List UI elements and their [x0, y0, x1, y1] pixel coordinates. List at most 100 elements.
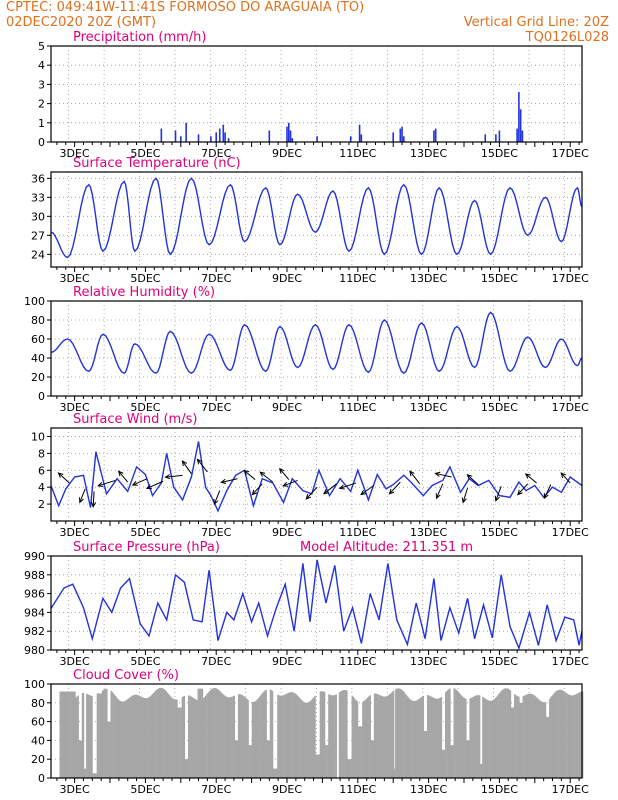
cloud-bar: [278, 695, 280, 778]
wind-arrow-head: [279, 467, 285, 474]
wind-frame: [50, 427, 583, 522]
wind-title: Surface Wind (m/s): [73, 412, 197, 427]
cloud-bar: [388, 694, 391, 778]
precip-panel: Precipitation (mm/h) 0 1 2 3 4 5 3DEC 5DEC 7DEC 9D…: [38, 30, 589, 160]
cloud-bar: [355, 700, 358, 778]
wind-arrow-shaft: [146, 480, 164, 489]
cloud-bar: [419, 698, 421, 778]
cloud-bar: [133, 694, 136, 778]
pressure-xtick-label: 13DEC: [410, 655, 447, 668]
cloud-bar: [175, 699, 177, 778]
cloud-bar: [169, 696, 172, 778]
cloud-xtick-label: 3DEC: [60, 783, 90, 796]
cloud-bar: [435, 698, 437, 778]
cloud-bar: [504, 688, 506, 778]
cloud-bar: [366, 698, 368, 778]
cloud-bar: [413, 701, 415, 778]
cloud-bar: [66, 691, 69, 778]
cloud-bar: [283, 694, 285, 778]
cloud-bar: [437, 698, 439, 778]
cloud-bar: [326, 745, 328, 778]
cloud-bar: [558, 689, 560, 778]
wind-arrow: [220, 478, 238, 484]
cloud-bar: [261, 693, 263, 778]
cloud-bar: [94, 773, 96, 778]
cloud-bar: [226, 696, 228, 778]
header-block: CPTEC: 049:41W-11:41S FORMOSO DO ARAGUAI…: [6, 0, 609, 45]
header-grid-note: Vertical Grid Line: 20Z: [464, 15, 609, 30]
wind-arrow-head: [259, 471, 266, 477]
cloud-bar: [96, 693, 99, 778]
precip-bar: [521, 130, 524, 142]
precip-bar: [392, 132, 395, 142]
cloud-bar: [573, 695, 575, 778]
precip-bar: [495, 134, 497, 142]
cloud-bar: [396, 688, 398, 778]
precip-bar: [210, 136, 212, 142]
cloud-bar: [253, 701, 256, 778]
pressure-xtick-label: 9DEC: [272, 655, 302, 668]
wind-arrow-head: [388, 488, 395, 495]
precip-bar: [218, 128, 221, 142]
cloud-bar: [397, 688, 399, 778]
wind-panel: Surface Wind (m/s) 2 4 6 8 10 3DEC 5DEC 7DEC 9DEC…: [31, 412, 589, 539]
temp-xtick-label: 7DEC: [201, 272, 231, 285]
pressure-series-line: [50, 559, 583, 651]
cloud-bar: [475, 695, 478, 778]
cloud-bar: [471, 697, 473, 778]
cloud-bar: [431, 696, 433, 778]
wind-arrow: [434, 471, 452, 478]
cloud-bar: [519, 702, 521, 778]
precip-bar: [174, 130, 177, 142]
wind-ytick-label: 4: [38, 481, 45, 494]
cloud-bar: [104, 689, 106, 778]
cloud-bar: [258, 697, 260, 778]
cloud-bar: [74, 691, 76, 778]
cloud-bar: [538, 699, 540, 778]
cloud-bar: [191, 696, 193, 778]
cloud-bar: [120, 701, 122, 778]
precip-xtick-label: 15DEC: [481, 147, 518, 160]
cloud-bar: [418, 698, 420, 778]
cloud-bar: [481, 763, 483, 778]
cloud-bar: [399, 688, 401, 778]
cloud-bar: [483, 697, 485, 778]
cloud-bar: [93, 773, 95, 778]
cloud-bar: [476, 695, 479, 778]
cloud-bar: [465, 698, 467, 778]
precip-xtick-label: 5DEC: [130, 147, 160, 160]
cloud-bar: [146, 697, 148, 778]
cloud-bar: [192, 697, 194, 778]
cloud-bar: [201, 688, 204, 778]
cloud-bar: [368, 696, 370, 778]
cloud-bar: [70, 691, 72, 778]
cloud-bar: [525, 694, 528, 778]
pressure-xtick-label: 15DEC: [481, 655, 518, 668]
cloud-bar: [572, 695, 574, 778]
wind-arrow-shaft: [165, 474, 183, 478]
cloud-bar: [464, 698, 466, 778]
cloud-bar: [543, 702, 546, 778]
cloud-bar: [160, 687, 162, 778]
cloud-bar: [343, 690, 345, 778]
cloud-bar: [281, 695, 283, 778]
cloud-bar: [334, 694, 336, 778]
header-datetime: 02DEC2020 20Z (GMT): [6, 15, 156, 30]
cloud-bar: [114, 695, 117, 778]
cloud-bar: [491, 700, 494, 778]
cloud-bar: [242, 695, 244, 778]
wind-arrow-head: [543, 493, 549, 500]
wind-xtick-label: 7DEC: [201, 526, 231, 539]
cloud-bar: [544, 702, 547, 778]
cloud-bar: [566, 693, 568, 778]
pressure-model-altitude: Model Altitude: 211.351 m: [300, 540, 473, 555]
cloud-bar: [79, 740, 82, 778]
precip-bar: [316, 136, 318, 142]
cloud-bar: [358, 726, 361, 778]
cloud-bar: [194, 698, 196, 778]
precip-bar: [287, 122, 290, 142]
cloud-bar: [515, 695, 517, 778]
cloud-bar: [235, 740, 238, 778]
cloud-bar: [345, 690, 347, 778]
cloud-bar: [248, 745, 250, 778]
